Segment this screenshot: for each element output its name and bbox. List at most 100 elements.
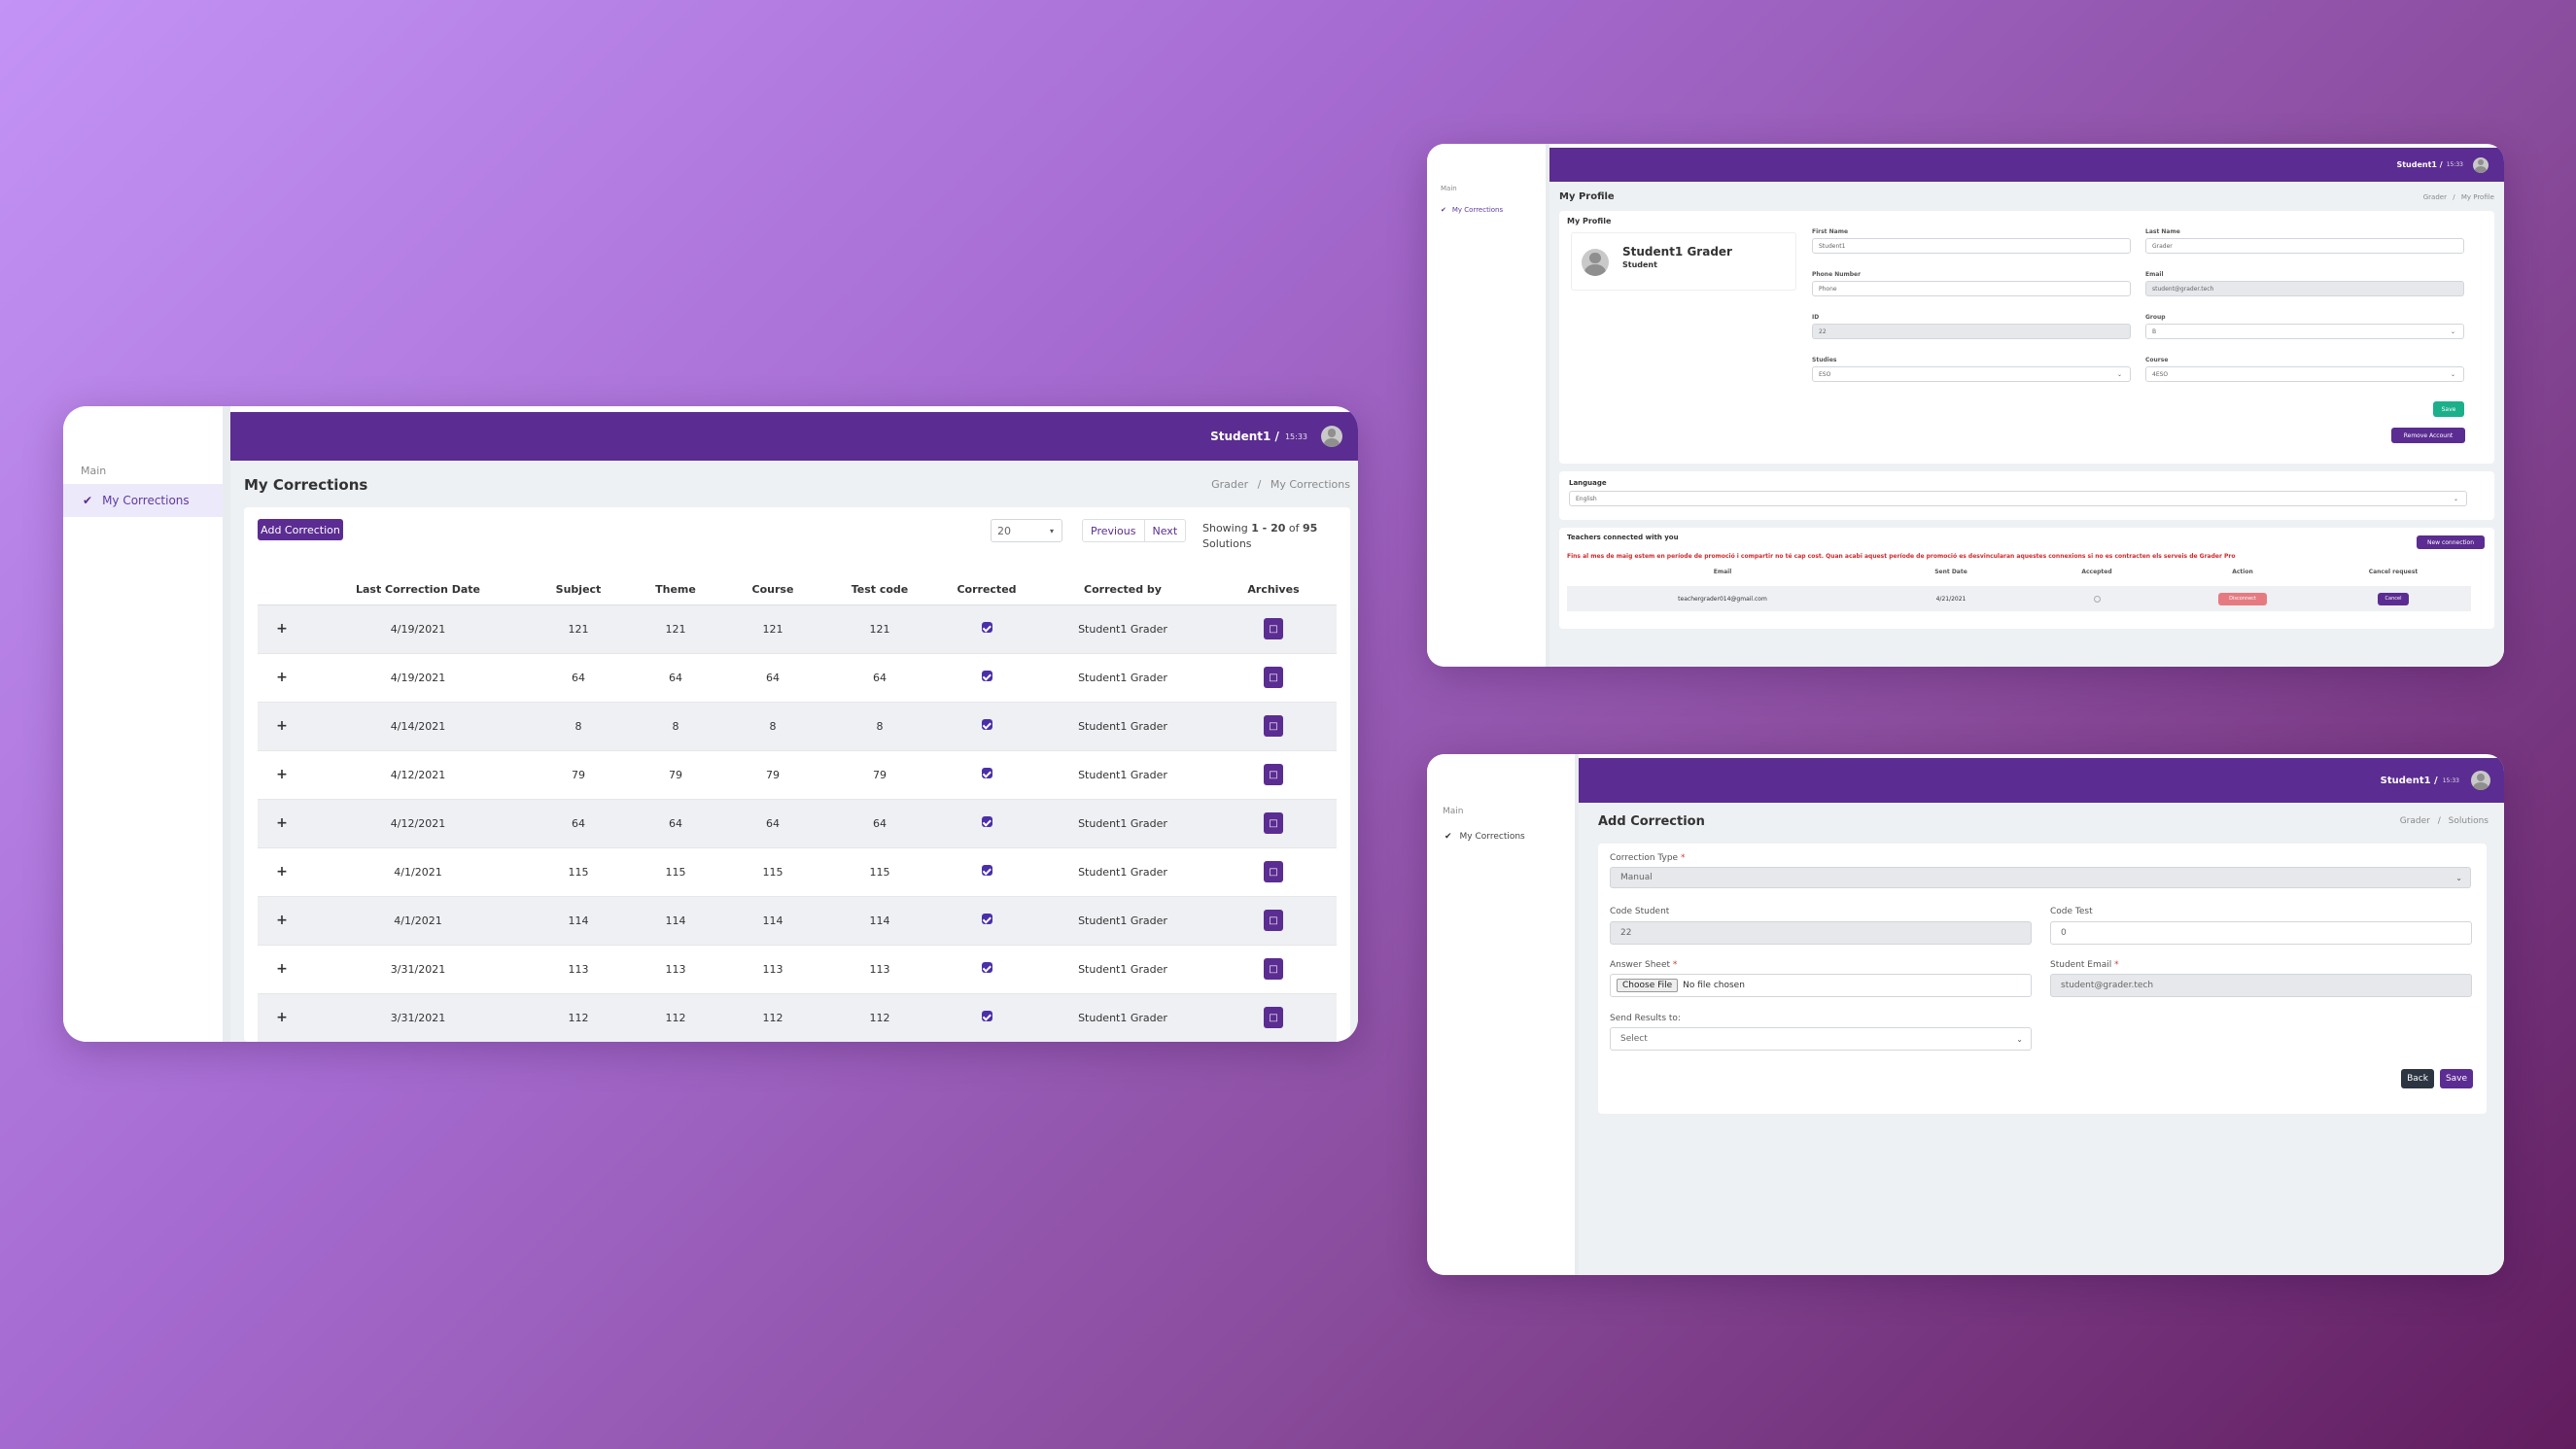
last-name-field[interactable]: Grader	[2145, 238, 2464, 254]
corrected-checkbox[interactable]	[981, 914, 992, 924]
cell-theme: 121	[665, 622, 686, 636]
expand-icon[interactable]: +	[276, 1010, 288, 1025]
file-icon[interactable]: □	[1264, 618, 1283, 639]
add-correction-button[interactable]: Add Correction	[258, 519, 343, 540]
code-test-label: Code Test	[2050, 907, 2093, 916]
cell-corrected	[938, 799, 1035, 847]
first-name-value: Student1	[1819, 242, 1846, 250]
chevron-down-icon: ⌄	[2116, 370, 2122, 378]
main-content: My Corrections Grader / My Corrections A…	[230, 461, 1358, 1042]
col-corrected[interactable]: Corrected	[957, 583, 1017, 597]
studies-label: Studies	[1812, 357, 1837, 363]
last-name-value: Grader	[2152, 242, 2173, 250]
cell-corrected	[938, 750, 1035, 799]
expand-icon[interactable]: +	[276, 815, 288, 831]
page-size-select[interactable]: 20 ▾	[991, 519, 1062, 542]
sidebar-item-my-corrections[interactable]: ✔ My Corrections	[63, 484, 223, 517]
sidebar: Main ✔ My Corrections	[1427, 144, 1549, 667]
expand-icon[interactable]: +	[276, 961, 288, 977]
correction-type-select[interactable]: Manual ⌄	[1610, 867, 2471, 888]
file-icon[interactable]: □	[1264, 667, 1283, 688]
expand-icon[interactable]: +	[276, 864, 288, 880]
sidebar-item-my-corrections[interactable]: ✔ My Corrections	[1445, 832, 1525, 842]
email-label: Email	[2145, 271, 2164, 278]
expand-icon[interactable]: +	[276, 913, 288, 928]
user-time: 15:33	[2446, 161, 2463, 168]
remove-account-button[interactable]: Remove Account	[2391, 428, 2465, 443]
col-subject[interactable]: Subject	[555, 583, 602, 597]
answer-sheet-file-input[interactable]: Choose File No file chosen	[1610, 974, 2032, 997]
cell-course: 121	[762, 622, 783, 636]
phone-placeholder: Phone	[1819, 285, 1837, 293]
file-icon[interactable]: □	[1264, 764, 1283, 785]
expand-icon[interactable]: +	[276, 767, 288, 782]
first-name-field[interactable]: Student1	[1812, 238, 2131, 254]
chevron-down-icon: ⌄	[2450, 328, 2455, 335]
previous-button[interactable]: Previous	[1083, 520, 1145, 541]
cell-date: 3/31/2021	[390, 1011, 446, 1024]
file-icon[interactable]: □	[1264, 958, 1283, 980]
col-course[interactable]: Course	[751, 583, 794, 597]
back-button[interactable]: Back	[2401, 1069, 2434, 1088]
profile-window: Main ✔ My Corrections Student1 / 15:33 M…	[1427, 144, 2504, 667]
breadcrumb-separator: /	[2437, 816, 2441, 826]
avatar[interactable]	[1321, 426, 1342, 447]
col-test-code[interactable]: Test code	[851, 583, 909, 597]
breadcrumb-item[interactable]: Grader	[2399, 816, 2430, 826]
breadcrumb-separator: /	[1257, 478, 1262, 491]
next-button[interactable]: Next	[1152, 525, 1178, 537]
file-icon[interactable]: □	[1264, 812, 1283, 834]
showing-total: 95	[1302, 522, 1318, 535]
cell-archives: □	[1210, 604, 1337, 653]
cell-test-code: 8	[876, 719, 884, 733]
profile-avatar	[1582, 249, 1609, 276]
user-name: Student1 /	[1210, 430, 1279, 443]
corrected-checkbox[interactable]	[981, 962, 992, 973]
corrected-checkbox[interactable]	[981, 816, 992, 827]
group-select[interactable]: B ⌄	[2145, 324, 2464, 339]
file-icon[interactable]: □	[1264, 1007, 1283, 1028]
cell-test-code: 112	[869, 1011, 890, 1024]
sidebar-item-label: My Corrections	[1451, 206, 1504, 214]
new-connection-button[interactable]: New connection	[2417, 535, 2485, 549]
save-button[interactable]: Save	[2440, 1069, 2473, 1088]
disconnect-button[interactable]: Disconnect	[2218, 592, 2267, 605]
corrected-checkbox[interactable]	[981, 1011, 992, 1021]
cell-corrected	[938, 993, 1035, 1042]
breadcrumb-item[interactable]: Grader	[2422, 193, 2447, 201]
col-theme[interactable]: Theme	[655, 583, 696, 597]
cell-archives: □	[1210, 945, 1337, 993]
file-icon[interactable]: □	[1264, 715, 1283, 737]
cancel-request-button[interactable]: Cancel	[2378, 592, 2409, 605]
col-date[interactable]: Last Correction Date	[355, 583, 481, 597]
file-icon[interactable]: □	[1264, 910, 1283, 931]
expand-icon[interactable]: +	[276, 621, 288, 637]
sidebar-item-my-corrections[interactable]: ✔ My Corrections	[1441, 206, 1503, 214]
send-results-label: Send Results to:	[1610, 1014, 1681, 1023]
avatar[interactable]	[2473, 156, 2489, 173]
file-icon[interactable]: □	[1264, 861, 1283, 882]
choose-file-button[interactable]: Choose File	[1617, 979, 1679, 992]
breadcrumb-item[interactable]: Grader	[1211, 478, 1249, 491]
cell-test-code: 64	[873, 671, 887, 684]
course-select[interactable]: 4ESO ⌄	[2145, 366, 2464, 382]
avatar[interactable]	[2471, 771, 2490, 790]
phone-field[interactable]: Phone	[1812, 281, 2131, 296]
studies-select[interactable]: ESO ⌄	[1812, 366, 2131, 382]
breadcrumb-current: My Profile	[2460, 193, 2494, 201]
cell-theme: 114	[665, 914, 686, 927]
expand-icon[interactable]: +	[276, 718, 288, 734]
corrected-checkbox[interactable]	[981, 622, 992, 633]
send-results-select[interactable]: Select ⌄	[1610, 1027, 2032, 1051]
col-corrected-by[interactable]: Corrected by	[1084, 583, 1162, 597]
code-test-field[interactable]: 0	[2050, 921, 2472, 945]
save-button[interactable]: Save	[2433, 401, 2464, 417]
corrected-checkbox[interactable]	[981, 671, 992, 681]
expand-icon[interactable]: +	[276, 670, 288, 685]
corrected-checkbox[interactable]	[981, 719, 992, 730]
language-select[interactable]: English ⌄	[1569, 491, 2467, 506]
corrected-checkbox[interactable]	[981, 768, 992, 778]
corrected-checkbox[interactable]	[981, 865, 992, 876]
cell-corrected-by: Student1 Grader	[1078, 622, 1167, 636]
